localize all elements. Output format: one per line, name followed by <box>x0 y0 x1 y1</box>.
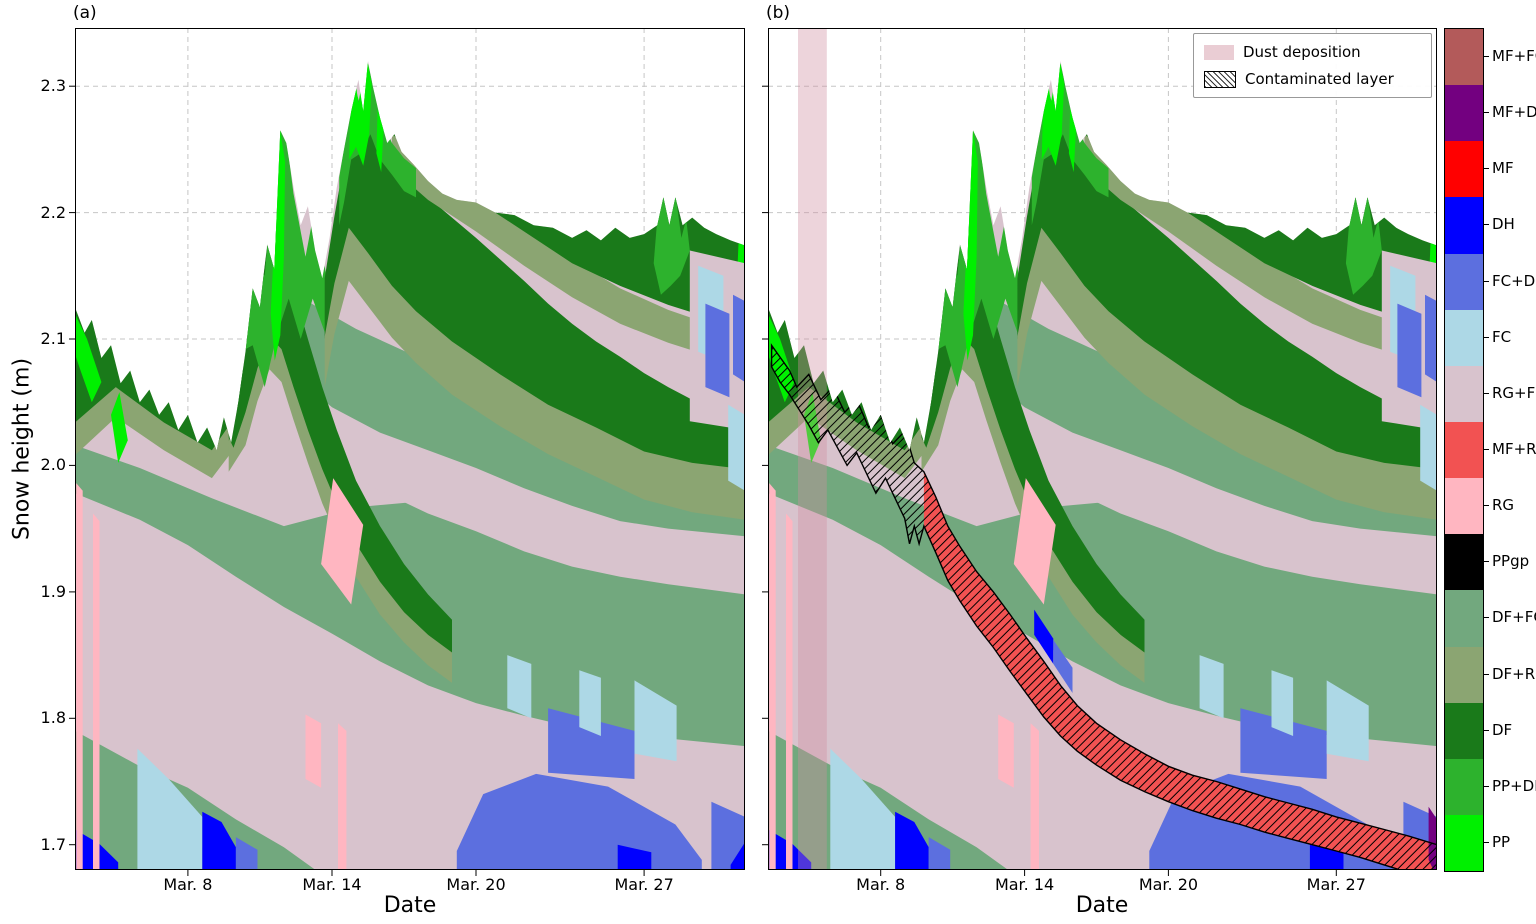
panel-b-title: (b) <box>766 3 791 23</box>
colorbar-label-MF+FC: MF+FC <box>1492 47 1536 66</box>
colorbar-tick <box>1483 674 1489 675</box>
colorbar-label-FC: FC <box>1492 327 1512 346</box>
colorbar-tick <box>1483 786 1489 787</box>
y-tick-label: 1.8 <box>40 708 66 728</box>
panel-b-chart <box>762 28 1437 876</box>
x-tick-label: Mar. 20 <box>446 875 506 894</box>
legend-item-contaminated: Contaminated layer <box>1204 70 1421 88</box>
colorbar-label-PP+DF: PP+DF <box>1492 776 1536 795</box>
dust-deposition-band <box>798 28 827 870</box>
colorbar-cell-MF <box>1445 141 1483 198</box>
dust-deposition-swatch <box>1204 44 1234 60</box>
colorbar-cell-DF <box>1445 702 1483 759</box>
x-tick-label: Mar. 8 <box>163 875 213 894</box>
colorbar-label-RG: RG <box>1492 496 1515 515</box>
panel-b-plot <box>762 28 1437 876</box>
colorbar-label-DF: DF <box>1492 720 1513 739</box>
colorbar-tick <box>1483 393 1489 394</box>
y-tick-label: 1.9 <box>40 581 66 601</box>
x-axis-label-panel-a: Date <box>383 893 437 918</box>
x-axis-label-panel-b: Date <box>1075 893 1129 918</box>
legend-item-dust: Dust deposition <box>1204 43 1421 61</box>
colorbar-tick <box>1483 281 1489 282</box>
legend-label-contaminated: Contaminated layer <box>1245 70 1394 88</box>
colorbar-cell-PP <box>1445 814 1483 872</box>
y-tick-label: 2.3 <box>40 76 66 96</box>
colorbar-cell-FC <box>1445 309 1483 366</box>
panel-a-plot <box>69 28 745 876</box>
colorbar-label-DH: DH <box>1492 215 1515 234</box>
colorbar-label-MF+DH: MF+DH <box>1492 103 1536 122</box>
y-tick-label: 1.7 <box>40 834 66 854</box>
x-tick-label: Mar. 20 <box>1138 875 1199 894</box>
contaminated-layer-swatch <box>1204 70 1236 88</box>
colorbar-cell-PP+DF <box>1445 758 1483 815</box>
legend-label-dust: Dust deposition <box>1243 43 1361 61</box>
colorbar-label-DF+RG: DF+RG <box>1492 664 1536 683</box>
colorbar-tick <box>1483 617 1489 618</box>
x-tick-label: Mar. 27 <box>614 875 674 894</box>
panel-a-chart <box>69 28 745 876</box>
colorbar-label-FC+DH: FC+DH <box>1492 271 1536 290</box>
x-tick-label: Mar. 27 <box>1306 875 1366 894</box>
colorbar-cell-DF+FC <box>1445 590 1483 647</box>
colorbar-tick <box>1483 56 1489 57</box>
x-tick-label: Mar. 14 <box>302 875 362 894</box>
grain-type-colorbar <box>1444 28 1484 872</box>
colorbar-tick <box>1483 224 1489 225</box>
colorbar-label-PPgp: PPgp <box>1492 552 1530 571</box>
colorbar-cell-FC+DH <box>1445 253 1483 310</box>
colorbar-cell-DH <box>1445 197 1483 254</box>
contaminated-layer-region <box>770 343 1437 870</box>
colorbar-tick <box>1483 561 1489 562</box>
x-tick-label: Mar. 8 <box>856 875 906 894</box>
y-axis-label: Snow height (m) <box>9 357 35 541</box>
colorbar-tick <box>1483 730 1489 731</box>
colorbar-tick <box>1483 449 1489 450</box>
colorbar-cell-MF+RG <box>1445 421 1483 479</box>
colorbar-tick <box>1483 842 1489 843</box>
colorbar-tick <box>1483 505 1489 506</box>
colorbar-label-MF: MF <box>1492 159 1514 178</box>
y-tick-label: 2.1 <box>40 329 66 348</box>
colorbar-label-PP: PP <box>1492 832 1511 851</box>
colorbar-label-DF+FC: DF+FC <box>1492 608 1536 627</box>
colorbar-label-MF+RG: MF+RG <box>1492 440 1536 458</box>
colorbar-cell-DF+RG <box>1445 646 1483 703</box>
colorbar-cell-MF+DH <box>1445 85 1483 142</box>
colorbar-tick <box>1483 168 1489 169</box>
x-tick-label: Mar. 14 <box>994 875 1055 894</box>
colorbar-cell-RG+FC <box>1445 365 1483 422</box>
y-tick-label: 2.2 <box>40 202 66 222</box>
colorbar-label-RG+FC: RG+FC <box>1492 383 1536 402</box>
colorbar-cell-PPgp <box>1445 534 1483 591</box>
colorbar-cell-MF+FC <box>1445 29 1483 86</box>
colorbar-cell-RG <box>1445 478 1483 535</box>
legend: Dust deposition Contaminated layer <box>1193 33 1432 98</box>
y-tick-label: 2.0 <box>40 455 66 475</box>
panel-a-title: (a) <box>73 3 97 23</box>
colorbar-tick <box>1483 112 1489 113</box>
colorbar-tick <box>1483 337 1489 338</box>
